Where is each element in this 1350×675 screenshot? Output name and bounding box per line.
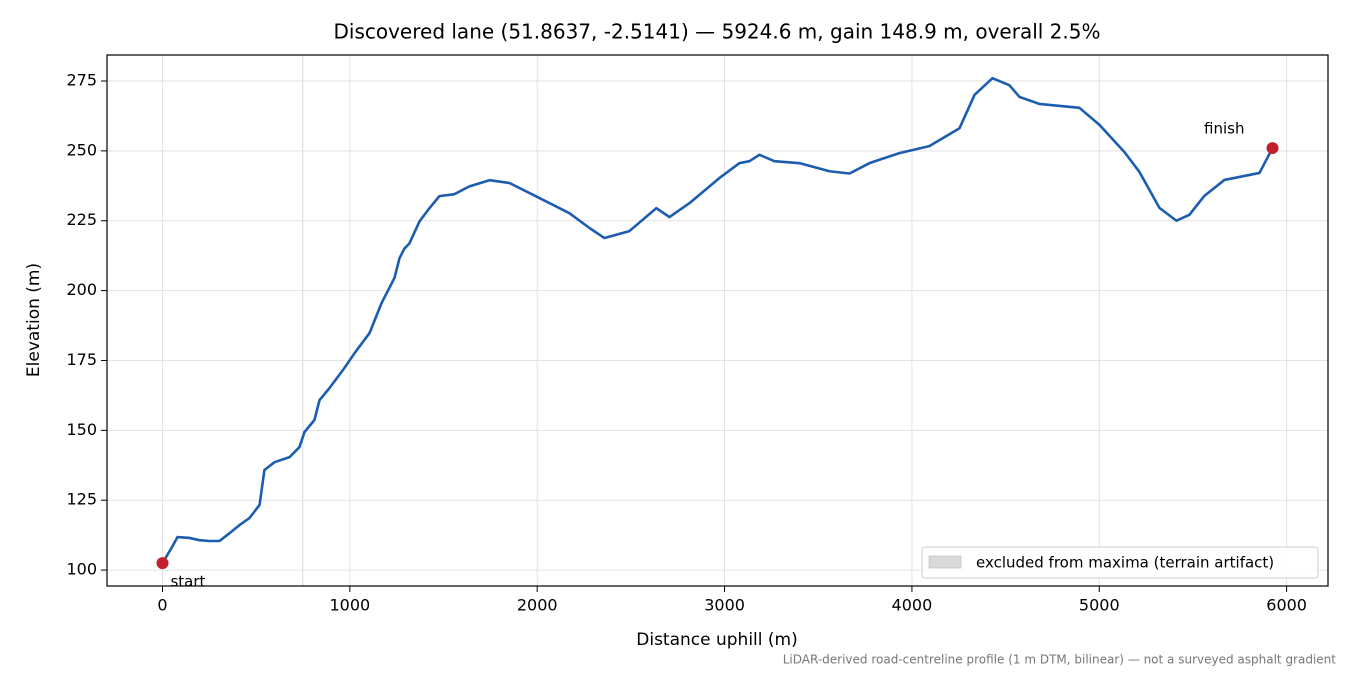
y-tick-label: 100	[66, 560, 97, 579]
x-tick-label: 3000	[704, 596, 745, 615]
x-tick-label: 4000	[892, 596, 933, 615]
y-tick-label: 275	[66, 70, 97, 89]
y-tick-label: 200	[66, 280, 97, 299]
chart-title: Discovered lane (51.8637, -2.5141) — 592…	[333, 20, 1100, 44]
y-tick-label: 225	[66, 210, 97, 229]
y-tick-label: 125	[66, 490, 97, 509]
y-tick-label: 250	[66, 140, 97, 159]
y-tick-label: 150	[66, 420, 97, 439]
x-tick-label: 6000	[1266, 596, 1307, 615]
legend-swatch	[928, 555, 962, 569]
endpoint-marker	[156, 557, 169, 570]
excluded-band	[302, 55, 304, 586]
legend-label: excluded from maxima (terrain artifact)	[976, 554, 1274, 572]
x-tick-label: 5000	[1079, 596, 1120, 615]
legend-box	[921, 546, 1319, 579]
y-tick-label: 175	[66, 350, 97, 369]
x-tick-label: 1000	[329, 596, 370, 615]
y-axis-label: Elevation (m)	[24, 263, 44, 377]
marker-label: start	[170, 573, 205, 591]
x-axis-label: Distance uphill (m)	[636, 630, 797, 650]
plot-frame	[106, 54, 1329, 587]
elevation-line	[161, 76, 1274, 564]
footnote: LiDAR-derived road-centreline profile (1…	[783, 653, 1337, 667]
x-tick-label: 2000	[517, 596, 558, 615]
marker-label: finish	[1204, 120, 1244, 138]
endpoint-marker	[1266, 142, 1279, 155]
x-tick-label: 0	[157, 596, 167, 615]
